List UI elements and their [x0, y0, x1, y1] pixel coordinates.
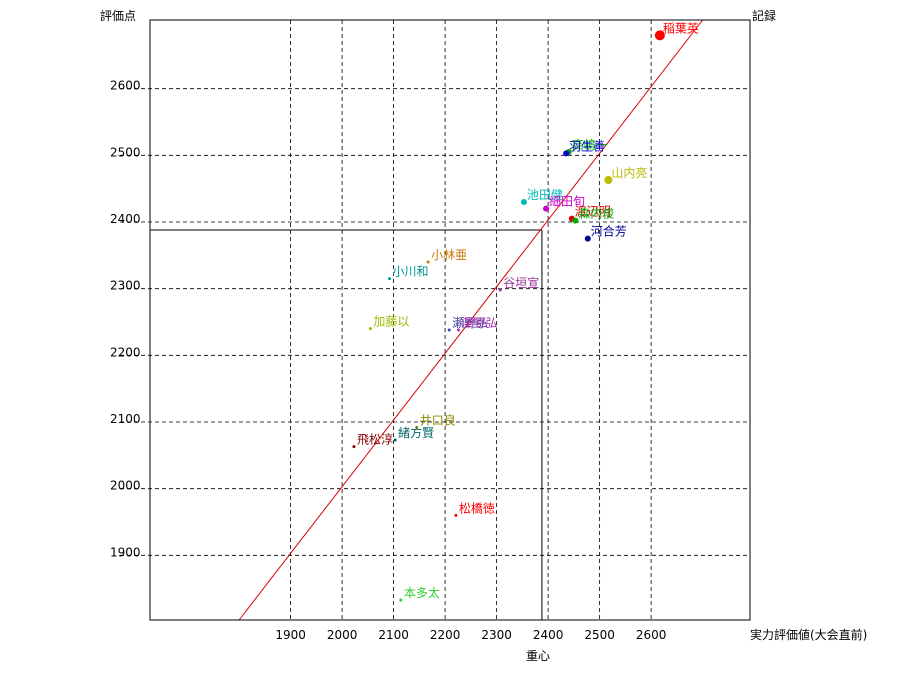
- point-label: 谷垣宣: [503, 275, 539, 290]
- point-label: 松橋徳: [459, 500, 495, 515]
- y-tick-labels: 1900 2000 2100 2200 2300 2400 2500 2600: [110, 79, 141, 560]
- data-point: [604, 176, 613, 184]
- y-tick-label: 2600: [110, 79, 141, 93]
- point-label: 小川和: [392, 265, 428, 279]
- y-tick-label: 2000: [110, 479, 141, 493]
- data-point: [456, 328, 460, 332]
- point-label: 加藤以: [373, 315, 409, 329]
- data-point: [584, 235, 591, 242]
- point-label: 高嶋一: [572, 137, 608, 152]
- data-point: [543, 205, 550, 212]
- y-tick-label: 2100: [110, 412, 141, 426]
- x-tick-label: 2500: [584, 628, 615, 642]
- point-label: 瀬野弘: [452, 316, 488, 330]
- point-label: 池田健: [527, 188, 563, 202]
- point-label: 羽生善: [569, 138, 605, 153]
- grid-lines: [120, 20, 750, 620]
- point-label: 稲葉英: [663, 21, 699, 35]
- data-point: [454, 513, 458, 517]
- point-label: 緒方賢: [398, 425, 434, 440]
- point-label: 井口良: [420, 412, 456, 427]
- y-axis-right-title: 記録: [752, 8, 776, 23]
- x-tick-label: 2600: [636, 628, 667, 642]
- data-point: [426, 260, 430, 264]
- data-point: [447, 328, 451, 332]
- x-tick-label: 2400: [533, 628, 564, 642]
- data-point: [520, 199, 527, 205]
- data-point: [563, 150, 570, 157]
- x-tick-labels: 1900 2000 2100 2200 2300 2400 2500 2600: [275, 628, 666, 642]
- point-label: 本多太: [404, 585, 440, 600]
- x-axis-right-title: 実力評価値(大会直前): [750, 627, 867, 642]
- diagonal-reference-line: [238, 19, 704, 621]
- x-tick-label: 2000: [327, 628, 358, 642]
- point-label: 森内俊: [578, 206, 614, 221]
- data-point: [368, 327, 372, 331]
- data-point: [498, 288, 502, 292]
- point-label: 細田旬: [549, 195, 585, 209]
- data-point: [415, 425, 419, 429]
- y-tick-label: 1900: [110, 545, 141, 559]
- diagonal-line: [238, 19, 704, 621]
- data-point: [654, 30, 665, 41]
- x-tick-label: 2200: [430, 628, 461, 642]
- plot-frame: [149, 19, 751, 621]
- data-point: [352, 445, 356, 449]
- point-label: 澤野弘: [461, 316, 497, 330]
- x-tick-label: 2300: [481, 628, 512, 642]
- x-tick-label: 2100: [378, 628, 409, 642]
- data-point: [399, 598, 403, 602]
- data-points: [352, 30, 665, 602]
- point-label: 河合芳: [591, 224, 627, 239]
- y-tick-label: 2500: [110, 145, 141, 159]
- x-tick-label: 1900: [275, 628, 306, 642]
- x-axis-bottom-title: 重心: [526, 649, 550, 663]
- data-point: [572, 217, 579, 224]
- y-axis-left-title: 評価点: [100, 8, 136, 23]
- data-point: [393, 438, 397, 442]
- point-label: 山内亮: [611, 165, 647, 180]
- y-tick-label: 2400: [110, 212, 141, 226]
- point-label: 渡辺明: [575, 204, 611, 219]
- data-point: [387, 277, 391, 281]
- point-label: 飛松淳: [357, 432, 393, 447]
- y-tick-label: 2300: [110, 279, 141, 293]
- point-label: 小林亜: [431, 248, 467, 262]
- centroid-lines: [150, 229, 543, 620]
- y-tick-label: 2200: [110, 345, 141, 359]
